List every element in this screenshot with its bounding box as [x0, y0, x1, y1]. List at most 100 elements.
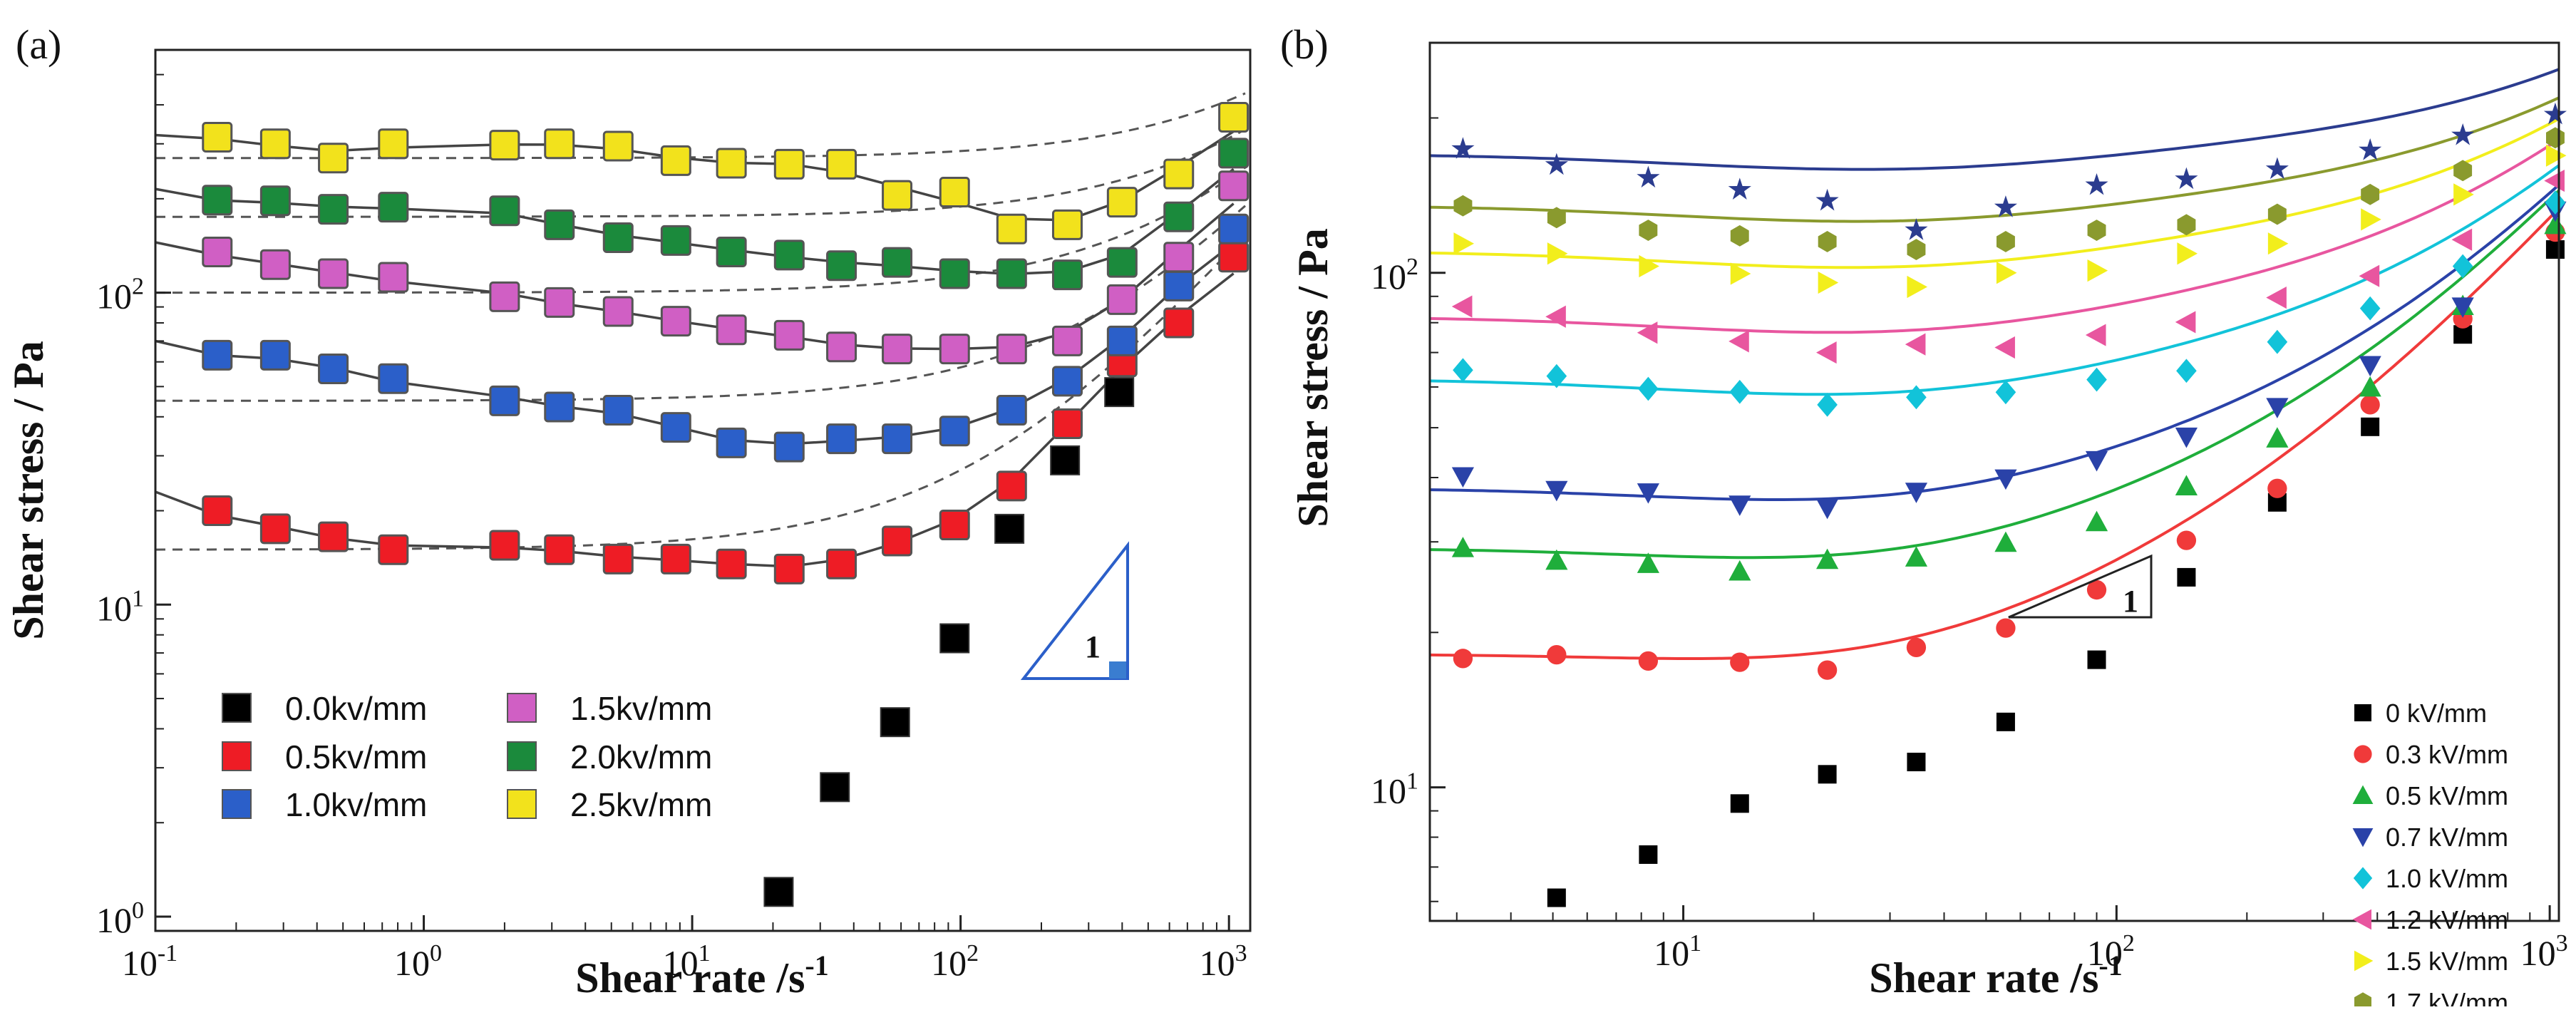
b-point-5-5 [1905, 333, 1926, 356]
b-point-8-4 [1815, 188, 1839, 211]
b-point-4-11 [2452, 254, 2473, 279]
b-point-8-0 [1451, 137, 1475, 159]
b-point-2-8 [2175, 475, 2198, 495]
b-point-5-3 [1729, 330, 1749, 353]
panel-a-slope-triangle: 1 [1020, 541, 1129, 680]
a-point-2-11 [882, 423, 913, 455]
legend-a-label-1: 0.5kv/mm [285, 738, 427, 775]
b-point-1-1 [1547, 644, 1567, 665]
a-point-5-0 [202, 121, 233, 153]
a-point-5-13 [996, 213, 1027, 244]
a-point-4-16 [1163, 201, 1195, 232]
panel-a-slope-triangle-shape [1020, 541, 1129, 680]
b-point-3-10 [2359, 356, 2381, 377]
b-point-8-1 [1545, 153, 1568, 175]
panel-b-label: (b) [1280, 21, 1329, 68]
legend-b-label-3: 0.7 kV/mm [2386, 823, 2508, 852]
legend-b-label-1: 0.3 kV/mm [2386, 740, 2508, 769]
b-point-3-0 [1451, 467, 1475, 488]
a-point-2-2 [318, 353, 349, 384]
a-point-3-2 [318, 258, 349, 289]
b-fit-line-2 [1429, 183, 2560, 501]
a-point-4-12 [939, 258, 970, 289]
b-point-8-7 [2085, 173, 2108, 195]
a-dashed-fit-2 [155, 166, 1246, 294]
b-point-0-10 [2361, 417, 2380, 436]
b-point-4-3 [1729, 379, 1751, 404]
a-point-5-17 [1218, 101, 1250, 133]
b-fit-line-1 [1429, 189, 2560, 560]
a-point-3-8 [716, 314, 747, 346]
legend-a-label-2: 1.0kv/mm [285, 786, 427, 823]
a-point-3-5 [544, 287, 575, 318]
legend-a-label-0: 0.0kv/mm [285, 690, 427, 727]
b-point-5-7 [2085, 324, 2106, 346]
b-point-7-6 [1997, 231, 2015, 252]
a-point-5-3 [378, 128, 409, 160]
b-point-5-6 [1994, 336, 2015, 359]
a-point-2-17 [1218, 213, 1250, 244]
b-point-0-3 [1730, 794, 1749, 813]
b-point-6-10 [2361, 208, 2381, 231]
a-point-2-7 [660, 412, 691, 443]
legend-a-swatch-0 [222, 693, 252, 723]
b-point-7-2 [1639, 220, 1658, 241]
b-point-3-3 [1729, 495, 1751, 516]
a-point-4-17 [1218, 138, 1250, 169]
legend-b-swatch-7 [2354, 992, 2371, 1010]
a-point-0-4 [994, 513, 1025, 544]
b-point-6-2 [1639, 254, 1659, 278]
a-point-5-7 [660, 145, 691, 176]
a-point-2-12 [939, 416, 970, 447]
legend-a-swatch-1 [222, 741, 252, 771]
b-point-2-5 [1905, 546, 1928, 567]
a-point-2-9 [773, 431, 805, 463]
b-point-1-8 [2176, 530, 2197, 550]
a-point-1-4 [489, 530, 520, 561]
b-point-8-12 [2543, 102, 2567, 125]
b-point-0-5 [1907, 753, 1926, 772]
b-point-0-6 [1996, 712, 2015, 731]
b-point-5-4 [1816, 341, 1837, 364]
a-point-1-6 [602, 543, 634, 574]
b-point-7-4 [1818, 231, 1837, 252]
legend-a-swatch-3 [507, 693, 537, 723]
b-ytick-label-0: 101 [1371, 768, 1418, 811]
a-point-2-0 [202, 339, 233, 371]
panel-b-slope-triangle: 1 [2008, 554, 2153, 619]
b-point-0-7 [2087, 650, 2106, 669]
b-point-4-7 [2086, 367, 2107, 392]
b-point-2-1 [1545, 549, 1568, 570]
b-point-5-10 [2359, 264, 2380, 287]
b-point-4-0 [1453, 358, 1473, 383]
a-point-1-3 [378, 534, 409, 565]
b-point-4-12 [2545, 190, 2566, 215]
panel-b-slope-label: 1 [2123, 584, 2138, 619]
a-point-4-15 [1106, 247, 1138, 278]
b-point-2-10 [2359, 376, 2381, 397]
b-point-3-4 [1816, 498, 1839, 520]
panel-a-plot-frame [154, 48, 1252, 932]
b-point-4-9 [2267, 329, 2288, 354]
b-point-6-7 [2087, 259, 2108, 282]
a-point-1-13 [996, 470, 1027, 502]
legend-a-label-4: 2.0kv/mm [570, 738, 712, 775]
a-ytick-label-1: 101 [96, 585, 144, 628]
a-point-4-2 [318, 194, 349, 225]
a-point-3-11 [882, 334, 913, 365]
a-point-1-10 [826, 548, 857, 579]
a-point-5-4 [489, 130, 520, 161]
a-xtick-label-2: 101 [663, 940, 711, 983]
panel-a-legend: 0.0kv/mm 0.5kv/mm 1.0kv/mm 1.5kv/mm 2.0k… [222, 690, 712, 823]
a-point-4-5 [544, 209, 575, 240]
b-point-5-0 [1451, 295, 1473, 318]
a-point-5-11 [882, 180, 913, 211]
a-point-2-14 [1051, 366, 1083, 397]
b-point-4-8 [2176, 359, 2197, 383]
a-point-5-12 [939, 177, 970, 208]
b-point-4-2 [1638, 376, 1659, 401]
b-point-6-4 [1818, 271, 1839, 294]
legend-a-swatch-4 [507, 741, 537, 771]
b-fit-line-5 [1429, 118, 2560, 269]
panel-a-x-axis-label-sup: -1 [805, 949, 828, 981]
